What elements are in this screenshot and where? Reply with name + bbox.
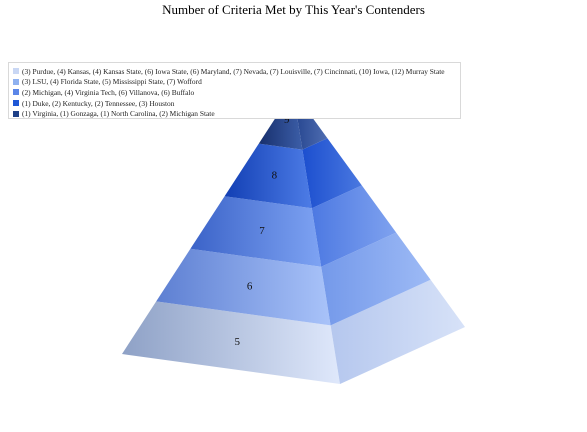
legend-item: (2) Michigan, (4) Virginia Tech, (6) Vil…	[13, 87, 460, 98]
legend-item: (3) LSU, (4) Florida State, (5) Mississi…	[13, 77, 460, 88]
pyramid-level-6-side-face	[321, 232, 431, 326]
pyramid-level-5-front-face	[122, 301, 340, 384]
legend-swatch	[13, 89, 19, 96]
legend-swatch	[13, 68, 19, 75]
pyramid-level-8-front-face	[224, 143, 312, 209]
chart-title: Number of Criteria Met by This Year's Co…	[162, 2, 425, 17]
pyramid-level-8-side-face	[302, 138, 362, 209]
pyramid-level-label: 6	[247, 281, 253, 293]
legend-label: (2) Michigan, (4) Virginia Tech, (6) Vil…	[22, 87, 195, 97]
legend-swatch	[13, 78, 19, 85]
pyramid-level-label: 9	[284, 114, 290, 126]
pyramid-level-7-front-face	[190, 196, 322, 267]
legend-label: (1) Virginia, (1) Gonzaga, (1) North Car…	[22, 109, 215, 119]
pyramid-level-5-side-face	[330, 279, 465, 384]
legend-swatch	[13, 100, 19, 107]
pyramid-level-label: 5	[234, 336, 240, 348]
legend-label: (3) Purdue, (4) Kansas, (4) Kansas State…	[22, 66, 445, 76]
pyramid-level-6-front-face	[156, 248, 331, 326]
pyramid-level-7-side-face	[311, 185, 397, 267]
pyramid-level-label: 7	[259, 225, 265, 237]
legend-item: (3) Purdue, (4) Kansas, (4) Kansas State…	[13, 66, 460, 77]
legend-swatch	[13, 110, 19, 117]
legend-label: (3) LSU, (4) Florida State, (5) Mississi…	[22, 77, 202, 87]
pyramid-level-label: 8	[272, 169, 278, 181]
legend-label: (1) Duke, (2) Kentucky, (2) Tennessee, (…	[22, 98, 175, 108]
legend-item: (1) Virginia, (1) Gonzaga, (1) North Car…	[13, 108, 460, 119]
legend-item: (1) Duke, (2) Kentucky, (2) Tennessee, (…	[13, 98, 460, 109]
legend: (3) Purdue, (4) Kansas, (4) Kansas State…	[8, 62, 461, 119]
